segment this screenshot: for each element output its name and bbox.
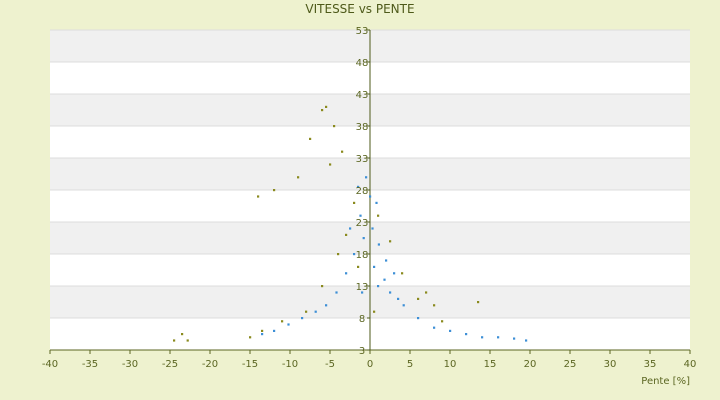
scatter-point <box>357 265 360 268</box>
scatter-point <box>309 137 312 140</box>
scatter-point <box>425 291 428 294</box>
x-axis-label: Pente [%] <box>641 376 690 387</box>
scatter-point <box>273 329 276 332</box>
x-tick-label: -35 <box>82 359 98 370</box>
scatter-point <box>525 339 528 342</box>
scatter-point <box>261 333 264 336</box>
scatter-point <box>173 339 176 342</box>
x-tick-label: 30 <box>604 359 617 370</box>
x-tick-label: 20 <box>524 359 537 370</box>
scatter-point <box>441 320 444 323</box>
scatter-point <box>181 333 184 336</box>
scatter-point <box>449 329 452 332</box>
scatter-point <box>433 326 436 329</box>
scatter-point <box>186 339 189 342</box>
scatter-point <box>305 310 308 313</box>
scatter-point <box>261 329 264 332</box>
x-tick-label: -25 <box>162 359 178 370</box>
scatter-point <box>335 291 338 294</box>
y-tick-label: 53 <box>356 26 369 37</box>
x-tick-label: 35 <box>644 359 657 370</box>
scatter-point <box>373 310 376 313</box>
scatter-point <box>353 201 356 204</box>
scatter-point <box>357 185 360 188</box>
x-tick-label: 15 <box>484 359 497 370</box>
scatter-point <box>465 333 468 336</box>
x-tick-label: -30 <box>122 359 138 370</box>
scatter-point <box>301 317 304 320</box>
x-tick-label: -40 <box>42 359 58 370</box>
y-tick-label: 3 <box>359 346 365 357</box>
scatter-point <box>345 272 348 275</box>
scatter-point <box>325 304 328 307</box>
scatter-point <box>389 240 392 243</box>
scatter-point <box>401 272 404 275</box>
x-tick-label: 0 <box>367 359 373 370</box>
scatter-point <box>321 285 324 288</box>
scatter-point <box>359 214 362 217</box>
y-tick-label: 13 <box>356 282 369 293</box>
scatter-point <box>297 176 300 179</box>
scatter-point <box>375 201 378 204</box>
scatter-point <box>337 253 340 256</box>
scatter-point <box>249 336 252 339</box>
scatter-point <box>369 195 372 198</box>
y-tick-label: 28 <box>356 186 369 197</box>
x-tick-label: -10 <box>282 359 298 370</box>
scatter-point <box>333 125 336 128</box>
scatter-point <box>361 291 364 294</box>
scatter-point <box>371 227 374 230</box>
y-tick-label: 8 <box>359 314 365 325</box>
scatter-point <box>481 336 484 339</box>
scatter-point <box>349 227 352 230</box>
scatter-point <box>329 163 332 166</box>
scatter-point <box>385 259 388 262</box>
scatter-point <box>383 278 386 281</box>
scatter-point <box>389 291 392 294</box>
scatter-point <box>257 195 260 198</box>
x-tick-label: 25 <box>564 359 577 370</box>
scatter-point <box>397 297 400 300</box>
scatter-point <box>497 336 500 339</box>
scatter-point <box>341 150 344 153</box>
scatter-point <box>377 214 380 217</box>
scatter-point <box>433 304 436 307</box>
chart-title: VITESSE vs PENTE <box>305 2 415 16</box>
x-tick-label: -15 <box>242 359 258 370</box>
y-tick-label: 48 <box>356 58 369 69</box>
scatter-point <box>281 320 284 323</box>
x-tick-label: 10 <box>444 359 457 370</box>
x-tick-label: -5 <box>325 359 335 370</box>
scatter-point <box>377 285 380 288</box>
scatter-point <box>314 310 317 313</box>
scatter-point <box>402 304 405 307</box>
x-tick-label: 40 <box>684 359 697 370</box>
x-tick-label: -20 <box>202 359 218 370</box>
x-tick-label: 5 <box>407 359 413 370</box>
scatter-point <box>513 337 516 340</box>
y-tick-label: 43 <box>356 90 369 101</box>
scatter-point <box>377 243 380 246</box>
scatter-point <box>321 109 324 112</box>
scatter-point <box>373 265 376 268</box>
scatter-point <box>393 272 396 275</box>
scatter-point <box>287 323 290 326</box>
y-tick-label: 38 <box>356 122 369 133</box>
scatter-point <box>325 105 328 108</box>
scatter-point <box>365 176 368 179</box>
scatter-point <box>353 253 356 256</box>
scatter-point <box>345 233 348 236</box>
scatter-point <box>362 237 365 240</box>
y-tick-label: 18 <box>356 250 369 261</box>
scatter-point <box>417 297 420 300</box>
scatter-point <box>477 301 480 304</box>
y-tick-label: 33 <box>356 154 369 165</box>
scatter-point <box>417 317 420 320</box>
y-tick-label: 23 <box>356 218 369 229</box>
scatter-point <box>273 189 276 192</box>
